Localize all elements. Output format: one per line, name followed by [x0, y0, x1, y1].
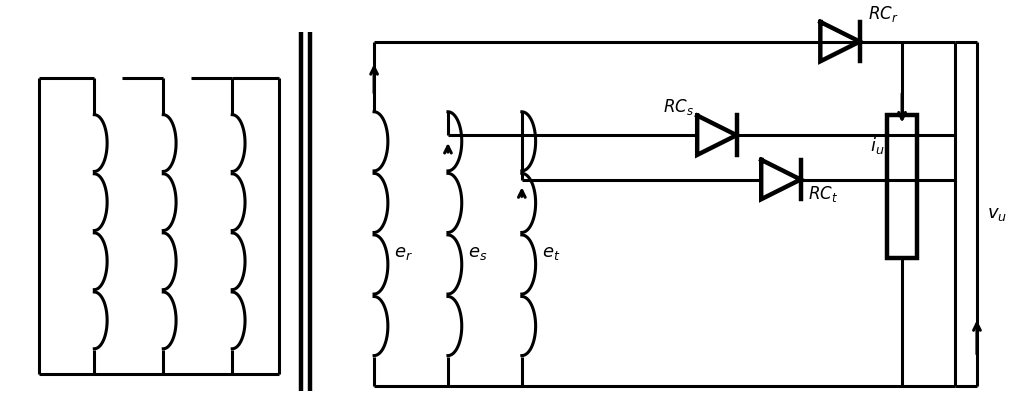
Text: $RC_t$: $RC_t$	[808, 185, 839, 204]
Text: $i_u$: $i_u$	[870, 134, 884, 155]
Text: $e_r$: $e_r$	[394, 245, 413, 262]
Text: $v_u$: $v_u$	[987, 205, 1007, 223]
Text: $e_t$: $e_t$	[542, 245, 561, 262]
Bar	[887, 115, 917, 259]
Text: $RC_r$: $RC_r$	[868, 4, 898, 24]
Text: $RC_s$: $RC_s$	[663, 97, 694, 118]
Text: $e_s$: $e_s$	[468, 245, 487, 262]
